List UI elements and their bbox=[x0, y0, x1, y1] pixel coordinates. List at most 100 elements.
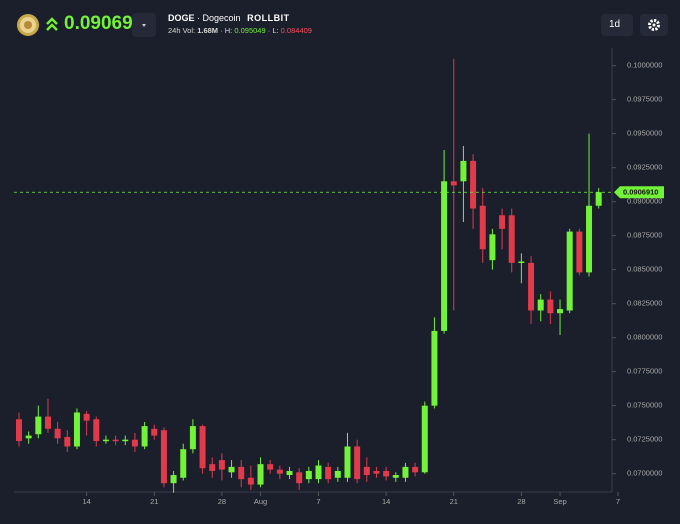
candle-body bbox=[402, 466, 409, 478]
symbol: DOGE bbox=[168, 13, 195, 23]
high-label: · H: bbox=[220, 26, 233, 35]
timeframe: 1d bbox=[609, 19, 621, 30]
candle-body bbox=[160, 430, 167, 484]
candle-body bbox=[528, 262, 535, 311]
candle-body bbox=[189, 426, 196, 450]
settings-button[interactable] bbox=[640, 14, 668, 36]
candle-body bbox=[576, 231, 583, 273]
candle-body bbox=[566, 231, 573, 311]
y-tick-label: 0.0700000 bbox=[627, 469, 662, 478]
candle-body bbox=[499, 215, 506, 229]
y-tick-label: 0.0875000 bbox=[627, 231, 662, 240]
candle-body bbox=[354, 446, 361, 480]
x-tick-label: 28 bbox=[218, 497, 226, 506]
x-tick-label: 7 bbox=[616, 497, 620, 506]
low-label: · L: bbox=[267, 26, 279, 35]
y-tick-label: 0.0725000 bbox=[627, 435, 662, 444]
candle-body bbox=[431, 330, 438, 406]
candle-body bbox=[276, 469, 283, 474]
candle-body bbox=[267, 464, 274, 470]
y-tick-label: 0.1000000 bbox=[627, 61, 662, 70]
candle-body bbox=[199, 426, 206, 469]
candle-body bbox=[489, 234, 496, 261]
candle-body bbox=[238, 466, 245, 480]
candle-body bbox=[180, 449, 187, 478]
x-tick-label: 14 bbox=[82, 497, 90, 506]
market-dropdown[interactable] bbox=[132, 13, 156, 37]
y-tick-label: 0.0750000 bbox=[627, 401, 662, 410]
coin-name: · Dogecoin bbox=[197, 13, 241, 23]
candle-body bbox=[547, 299, 554, 314]
x-tick-label: 7 bbox=[316, 497, 320, 506]
candle-body bbox=[383, 470, 390, 477]
candle-body bbox=[83, 413, 90, 421]
vol: 1.68M bbox=[197, 26, 219, 35]
candle-body bbox=[54, 428, 61, 439]
candle-body bbox=[315, 465, 322, 480]
candle-body bbox=[363, 466, 370, 476]
y-tick-label: 0.0850000 bbox=[627, 265, 662, 274]
candle-body bbox=[479, 205, 486, 250]
x-tick-label: 14 bbox=[382, 497, 390, 506]
candle-body bbox=[73, 412, 80, 447]
candle-body bbox=[122, 439, 129, 442]
candle-body bbox=[25, 435, 32, 439]
stats: 24h Vol: 1.68M · H: 0.095049 · L: 0.0844… bbox=[168, 26, 312, 35]
candle-body bbox=[44, 416, 51, 429]
candle-body bbox=[16, 419, 22, 442]
candle-body bbox=[305, 470, 312, 480]
x-tick-label: 21 bbox=[450, 497, 458, 506]
candle-body bbox=[247, 477, 254, 485]
candle-body bbox=[35, 416, 42, 435]
candle-body bbox=[296, 472, 303, 484]
candle-body bbox=[209, 464, 216, 471]
candle-body bbox=[170, 475, 177, 484]
candle-body bbox=[421, 405, 428, 473]
candle-body bbox=[508, 215, 515, 263]
y-tick-label: 0.0800000 bbox=[627, 333, 662, 342]
brand: ROLLBIT bbox=[247, 13, 290, 23]
pair-info: DOGE · Dogecoin ROLLBIT bbox=[168, 13, 290, 23]
last-price-label: 0.0906910 bbox=[623, 187, 658, 196]
candle-body bbox=[131, 439, 138, 447]
candle-body bbox=[518, 261, 525, 264]
candle-body bbox=[257, 464, 264, 485]
candle-body bbox=[102, 439, 109, 442]
candle-body bbox=[392, 475, 399, 478]
candle-body bbox=[93, 419, 100, 442]
price: 0.090691 bbox=[64, 13, 144, 34]
y-tick-label: 0.0775000 bbox=[627, 367, 662, 376]
y-tick-label: 0.0825000 bbox=[627, 299, 662, 308]
last-price-tag bbox=[614, 186, 664, 199]
candle-body bbox=[344, 446, 351, 478]
coin-logo bbox=[17, 14, 39, 36]
candle-body bbox=[412, 466, 419, 473]
low: 0.084409 bbox=[280, 26, 312, 35]
vol-label: 24h Vol: bbox=[168, 26, 196, 35]
candle-body bbox=[441, 181, 448, 331]
y-tick-label: 0.0950000 bbox=[627, 129, 662, 138]
candle-body bbox=[112, 439, 119, 442]
y-tick-label: 0.0925000 bbox=[627, 163, 662, 172]
candle-body bbox=[557, 309, 564, 314]
candle-body bbox=[151, 428, 158, 436]
candle-body bbox=[460, 160, 467, 182]
timeframe-button[interactable]: 1d bbox=[601, 14, 633, 36]
up-arrows bbox=[46, 17, 58, 31]
candle-body bbox=[537, 299, 544, 311]
candle-body bbox=[141, 426, 148, 447]
y-tick-label: 0.0900000 bbox=[627, 197, 662, 206]
candle-body bbox=[64, 436, 71, 447]
candle-body bbox=[450, 181, 457, 186]
candle-body bbox=[228, 466, 235, 473]
candle-body bbox=[286, 470, 293, 476]
y-tick-label: 0.0975000 bbox=[627, 95, 662, 104]
candle-body bbox=[470, 160, 477, 209]
candle-body bbox=[325, 466, 332, 480]
candle-body bbox=[586, 205, 593, 273]
x-tick-label: 28 bbox=[517, 497, 525, 506]
x-tick-label: Aug bbox=[254, 497, 267, 506]
candle-body bbox=[218, 460, 225, 470]
